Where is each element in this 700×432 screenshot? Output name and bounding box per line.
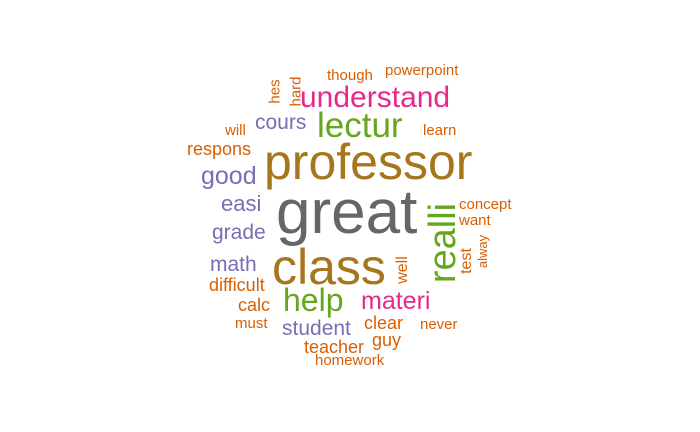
word-lectur: lectur (317, 106, 403, 145)
word-guy: guy (372, 330, 402, 350)
word-learn: learn (423, 122, 457, 139)
word-good: good (201, 162, 257, 190)
word-teacher: teacher (304, 337, 365, 357)
word-understand: understand (300, 81, 451, 114)
word-will: will (225, 122, 246, 139)
word-professor: professor (264, 134, 473, 190)
word-must: must (235, 315, 268, 332)
word-clear: clear (364, 313, 404, 333)
word-class: class (272, 239, 386, 295)
word-respons: respons (187, 139, 252, 159)
word-well: well (393, 256, 411, 284)
word-never: never (420, 316, 458, 333)
word-easi: easi (221, 191, 262, 216)
word-great: great (276, 178, 418, 247)
word-math: math (210, 253, 257, 276)
word-want: want (459, 212, 491, 229)
word-test: test (457, 248, 475, 274)
word-cours: cours (255, 111, 307, 134)
word-homework: homework (315, 352, 385, 369)
word-grade: grade (212, 221, 266, 244)
word-difficult: difficult (209, 275, 265, 295)
word-concept: concept (459, 196, 512, 213)
word-powerpoint: powerpoint (385, 62, 459, 79)
word-student: student (282, 317, 351, 340)
word-calc: calc (238, 295, 271, 315)
word-help: help (283, 282, 344, 318)
word-materi: materi (361, 287, 431, 315)
word-realli: realli (422, 202, 465, 284)
word-hes: hes (266, 79, 284, 104)
word-alway: alway (475, 234, 491, 269)
word-though: though (327, 67, 373, 84)
